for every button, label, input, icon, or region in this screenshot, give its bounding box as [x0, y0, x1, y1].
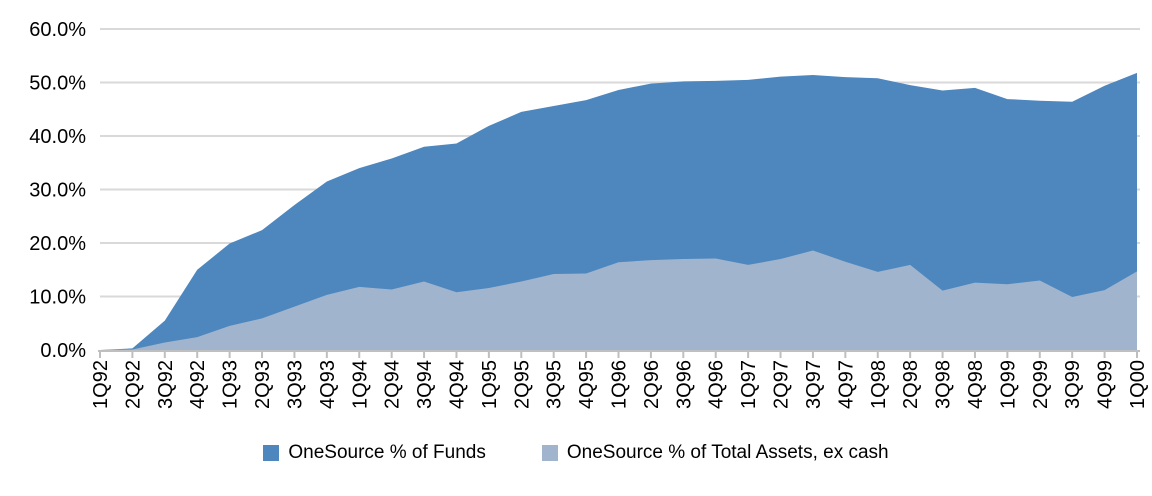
y-axis-label: 40.0% [29, 126, 86, 148]
y-axis-label: 30.0% [29, 180, 86, 202]
x-axis-label: 3Q96 [673, 360, 695, 409]
x-axis-label: 3Q95 [544, 360, 566, 409]
chart-legend: OneSource % of Funds OneSource % of Tota… [0, 442, 1152, 464]
x-axis-label: 4Q95 [576, 360, 598, 409]
x-axis-label: 3Q98 [933, 360, 955, 409]
x-axis-label: 4Q97 [835, 360, 857, 409]
y-axis-label: 10.0% [29, 287, 86, 309]
x-axis-label: 4Q96 [706, 360, 728, 409]
x-axis-label: 2Q94 [382, 360, 404, 409]
x-axis-label: 1Q95 [479, 360, 501, 409]
x-axis-label: 4Q99 [1095, 360, 1117, 409]
y-axis-label: 0.0% [40, 340, 86, 362]
x-axis-label: 1Q97 [738, 360, 760, 409]
x-axis-label: 1Q99 [997, 360, 1019, 409]
legend-item-assets: OneSource % of Total Assets, ex cash [541, 442, 889, 464]
legend-swatch-assets-icon [541, 445, 558, 461]
x-axis-label: 2Q92 [122, 360, 144, 409]
legend-swatch-funds-icon [263, 445, 280, 461]
legend-item-funds: OneSource % of Funds [263, 442, 486, 464]
legend-label-funds: OneSource % of Funds [288, 442, 486, 463]
x-axis-label: 2Q98 [900, 360, 922, 409]
x-axis-label: 1Q92 [90, 360, 112, 409]
x-axis-label: 4Q92 [187, 360, 209, 409]
x-axis-label: 1Q98 [868, 360, 890, 409]
x-axis-label: 4Q93 [317, 360, 339, 409]
x-axis-label: 1Q94 [349, 360, 371, 409]
x-axis-label: 2Q96 [641, 360, 663, 409]
x-axis-label: 2Q93 [252, 360, 274, 409]
x-axis-label: 3Q99 [1062, 360, 1084, 409]
x-axis-label: 4Q98 [965, 360, 987, 409]
x-axis-label: 1Q00 [1127, 360, 1149, 409]
x-axis-label: 3Q93 [284, 360, 306, 409]
x-axis-label: 3Q94 [414, 360, 436, 409]
y-axis-label: 50.0% [29, 73, 86, 95]
x-axis-label: 1Q93 [220, 360, 242, 409]
x-axis-label: 2Q97 [771, 360, 793, 409]
x-axis-label: 4Q94 [446, 360, 468, 409]
x-axis-label: 3Q92 [155, 360, 177, 409]
x-axis-label: 1Q96 [609, 360, 631, 409]
area-assets [100, 250, 1137, 350]
y-axis-label: 60.0% [29, 19, 86, 41]
legend-label-assets: OneSource % of Total Assets, ex cash [566, 442, 889, 463]
y-axis-label: 20.0% [29, 233, 86, 255]
x-axis-label: 2Q99 [1030, 360, 1052, 409]
x-axis-label: 3Q97 [803, 360, 825, 409]
area-chart: 0.0% 10.0% 20.0% 30.0% 40.0% 50.0% 60.0% 1Q92 2Q… [29, 19, 1149, 409]
x-axis-label: 2Q95 [511, 360, 533, 409]
